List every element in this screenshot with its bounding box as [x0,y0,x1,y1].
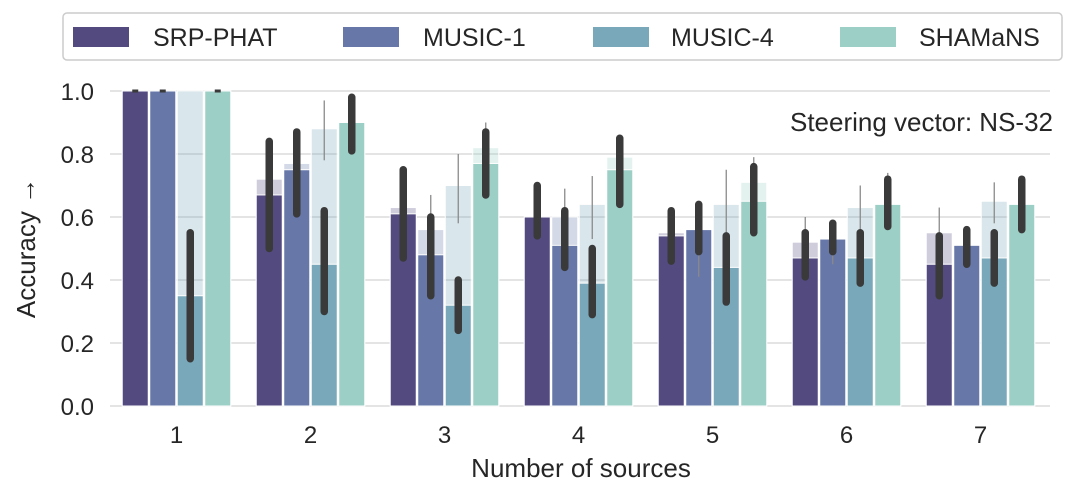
x-tick-label: 4 [572,422,585,449]
bar-music-1-7 [953,244,981,407]
bar-shamans-3 [472,162,500,407]
annotation: Steering vector: NS-32 [790,107,1053,137]
bar-srp-phat-1 [121,90,149,407]
bar-music-1-1 [149,90,177,407]
axes: 0.0 0.2 0.4 0.6 0.8 1.0 1 2 3 4 5 6 7 [61,79,988,449]
legend-swatch-music-1 [343,27,399,47]
y-axis-label: Accuracy → [11,178,41,318]
legend-swatch-music-4 [593,27,649,47]
bar-shamans-6 [874,203,902,407]
x-tick-label: 7 [974,422,987,449]
bar-srp-phat-5 [657,235,685,407]
bar-srp-phat-6 [791,257,819,407]
legend-swatch-shamans [840,27,896,47]
bar-shamans-2 [338,122,366,407]
x-axis-label: Number of sources [471,453,691,483]
x-tick-label: 5 [706,422,719,449]
legend-swatch-srp-phat [73,27,129,47]
legend-label-music-4: MUSIC-4 [671,24,774,52]
error-bars [132,89,1026,363]
legend-label-music-1: MUSIC-1 [423,24,526,52]
bar-srp-phat-4 [523,216,551,407]
x-tick-label: 3 [438,422,451,449]
y-tick-label: 0.0 [61,394,94,421]
x-tick-label: 2 [304,422,317,449]
y-tick-label: 0.4 [61,268,94,295]
legend-label-srp-phat: SRP-PHAT [153,24,278,52]
x-tick-label: 6 [840,422,853,449]
y-tick-label: 0.8 [61,142,94,169]
bar-shamans-7 [1008,203,1036,407]
bar-shamans-1 [204,90,232,407]
x-tick-label: 1 [170,422,183,449]
y-tick-label: 1.0 [61,79,94,106]
y-tick-label: 0.6 [61,205,94,232]
legend-label-shamans: SHAMaNS [919,24,1040,52]
y-tick-label: 0.2 [61,331,94,358]
bar-music-1-6 [819,238,847,407]
bars [121,90,1036,407]
legend: SRP-PHAT MUSIC-1 MUSIC-4 SHAMaNS [62,12,1063,61]
legend-frame [62,12,1063,61]
bar-shamans-4 [606,169,634,407]
